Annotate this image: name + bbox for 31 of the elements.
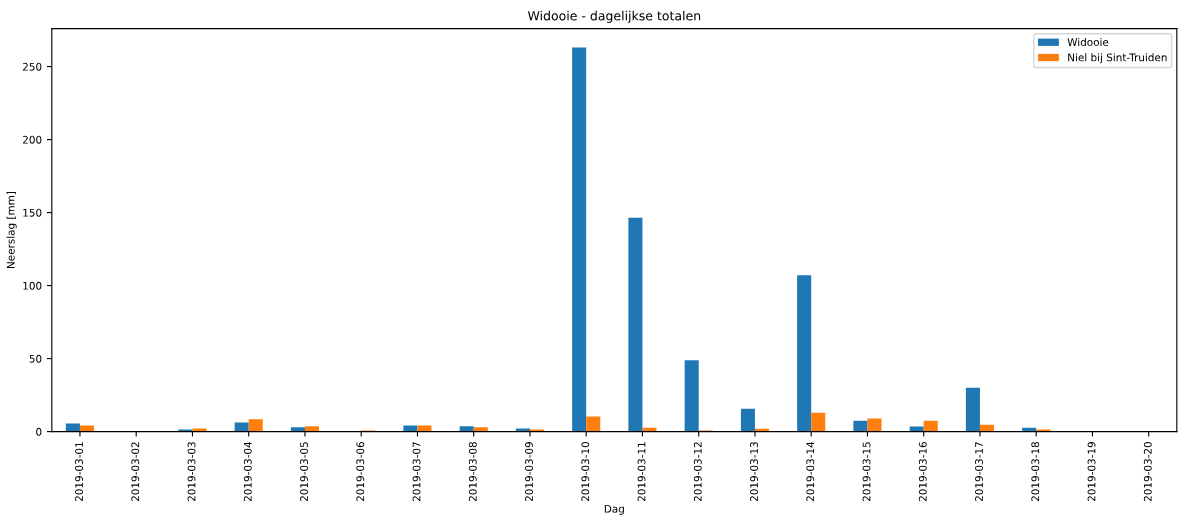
x-tick-label: 2019-03-04	[243, 441, 252, 502]
x-tick-label: 2019-03-02	[131, 442, 140, 502]
x-tick-label: 2019-03-20	[1143, 442, 1152, 502]
y-axis-title: Neerslag [mm]	[6, 192, 17, 269]
x-tick-label: 2019-03-08	[468, 442, 477, 502]
y-tick-label: 0	[36, 427, 42, 436]
y-tick-label: 200	[22, 135, 42, 144]
x-tick-label: 2019-03-11	[637, 442, 646, 502]
legend-label: Widooie	[1067, 37, 1109, 47]
x-tick-label: 2019-03-13	[750, 442, 758, 502]
x-tick-label: 2019-03-15	[862, 442, 871, 502]
legend-label: Niel bij Sint-Truiden	[1068, 53, 1167, 64]
x-tick-label: 2019-03-10	[581, 442, 590, 502]
x-tick-label: 2019-03-17	[975, 442, 983, 502]
x-axis-title: Dag	[604, 504, 624, 515]
x-tick-label: 2019-03-06	[356, 441, 365, 502]
x-tick-label: 2019-03-05	[300, 442, 308, 502]
x-tick-label: 2019-03-07	[412, 442, 421, 502]
x-tick-label: 2019-03-01	[75, 442, 83, 502]
y-tick-label: 50	[29, 354, 42, 363]
x-tick-label: 2019-03-14	[806, 441, 815, 502]
x-tick-label: 2019-03-12	[693, 442, 702, 502]
x-tick-label: 2019-03-09	[525, 442, 533, 502]
y-tick-label: 100	[23, 281, 42, 290]
y-tick-label: 150	[23, 208, 42, 217]
x-tick-label: 2019-03-19	[1087, 442, 1096, 502]
x-tick-label: 2019-03-18	[1031, 442, 1040, 502]
y-tick-label: 250	[22, 62, 42, 71]
chart-title: Widooie - dagelijkse totalen	[527, 10, 701, 23]
x-tick-label: 2019-03-16	[918, 441, 927, 502]
x-tick-label: 2019-03-03	[187, 442, 196, 502]
